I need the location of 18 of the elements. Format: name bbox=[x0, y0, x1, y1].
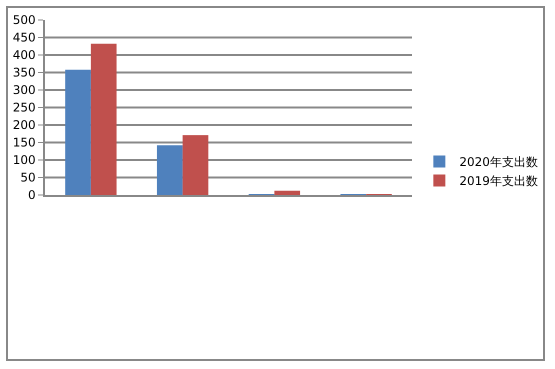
y-tick-label: 200 bbox=[12, 118, 36, 132]
y-tick-label: 500 bbox=[12, 13, 36, 28]
y-tick-label: 50 bbox=[20, 170, 36, 185]
y-tick-label: 250 bbox=[12, 100, 36, 115]
bar bbox=[65, 70, 91, 195]
y-tick-label: 0 bbox=[28, 188, 36, 202]
y-tick-label: 350 bbox=[12, 66, 36, 80]
y-tick-label: 100 bbox=[12, 153, 36, 168]
y-tick-label: 400 bbox=[12, 48, 36, 62]
legend-label: 2019年支出数 bbox=[459, 174, 538, 188]
y-tick-label: 450 bbox=[12, 30, 36, 45]
bar bbox=[156, 145, 183, 195]
legend-label: 2020年支出数 bbox=[459, 155, 538, 170]
bar bbox=[274, 190, 300, 195]
bar bbox=[182, 135, 208, 195]
y-tick-label: 300 bbox=[12, 83, 36, 98]
y-tick-label: 150 bbox=[12, 136, 36, 150]
bar bbox=[90, 44, 117, 195]
